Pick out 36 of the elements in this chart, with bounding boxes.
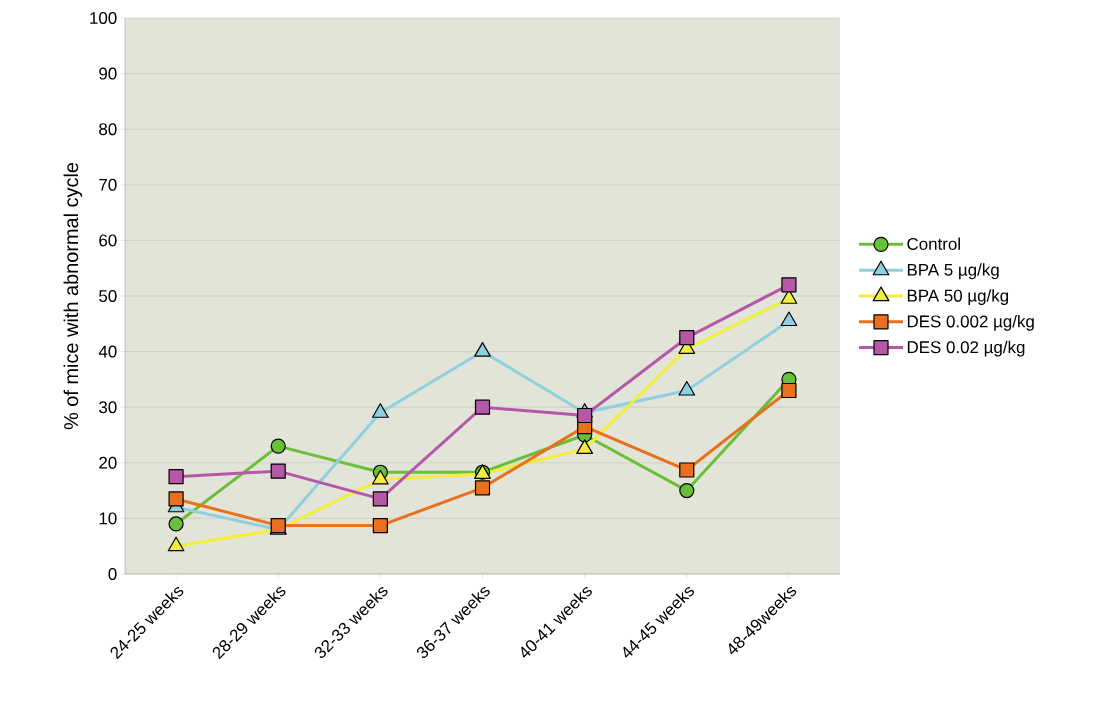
y-tick-label: 60 <box>99 234 117 247</box>
point <box>168 491 184 507</box>
point <box>678 380 696 396</box>
y-tick-label: 30 <box>99 401 117 414</box>
point <box>679 330 695 346</box>
y-tick-label: 50 <box>99 289 117 302</box>
point <box>577 407 593 424</box>
y-axis-title: % of mice with abnormal cycle <box>63 162 83 430</box>
point <box>679 462 695 478</box>
y-tick-label: 70 <box>99 178 117 191</box>
point <box>474 480 491 496</box>
point <box>781 382 797 399</box>
point <box>168 516 184 532</box>
point <box>679 482 695 499</box>
legend-label: Control <box>907 237 960 250</box>
point <box>372 518 388 534</box>
y-tick-label: 40 <box>98 345 117 358</box>
point <box>270 438 286 454</box>
y-tick-label: 20 <box>99 456 117 469</box>
y-tick-label: 90 <box>99 67 117 80</box>
legend-label: DES 0.002 µg/kg <box>907 314 1034 331</box>
point <box>371 403 389 418</box>
y-tick-label: 80 <box>99 123 117 136</box>
legend-label: DES 0.02 µg/kg <box>907 340 1025 357</box>
point <box>781 277 797 293</box>
y-tick-label: 100 <box>90 11 117 24</box>
y-tick-label: 0 <box>108 567 117 580</box>
point <box>270 463 286 479</box>
point <box>474 341 491 357</box>
point <box>372 491 388 507</box>
legend-label: BPA 5 µg/kg <box>907 263 999 280</box>
legend-label: BPA 50 µg/kg <box>907 289 1009 306</box>
point <box>168 469 184 485</box>
point <box>780 311 798 327</box>
y-tick-label: 10 <box>99 512 117 525</box>
point <box>474 399 491 415</box>
